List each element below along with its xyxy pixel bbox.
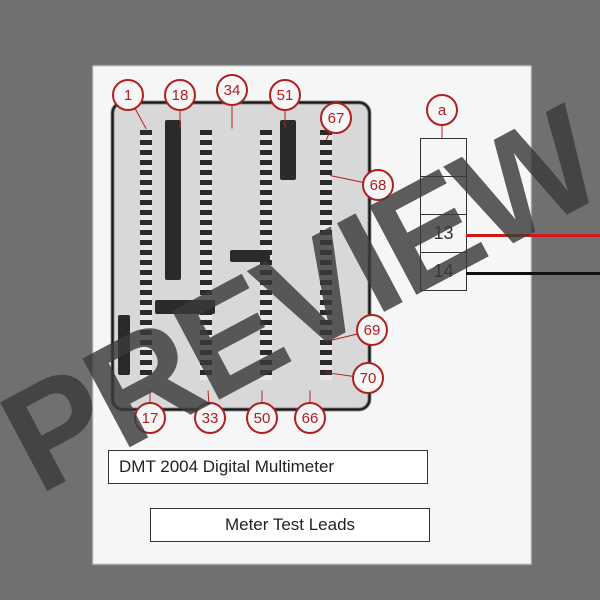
pin-callout: 33 bbox=[194, 402, 226, 434]
side-table-cell bbox=[421, 177, 467, 215]
pin-callout: 50 bbox=[246, 402, 278, 434]
connector-slot bbox=[155, 300, 215, 314]
pin-callout: 70 bbox=[352, 362, 384, 394]
pin-column bbox=[140, 130, 152, 380]
label-row2: Meter Test Leads bbox=[150, 508, 430, 542]
label-row1: DMT 2004 Digital Multimeter bbox=[108, 450, 428, 484]
pin-callout: 68 bbox=[362, 169, 394, 201]
black-wire bbox=[466, 272, 600, 275]
connector-slot bbox=[118, 315, 130, 375]
side-table-cell bbox=[421, 139, 467, 177]
side-table-cell: 13 bbox=[421, 215, 467, 253]
pin-callout: 69 bbox=[356, 314, 388, 346]
connector-slot bbox=[280, 120, 296, 180]
pin-callout: 18 bbox=[164, 79, 196, 111]
pin-callout: 17 bbox=[134, 402, 166, 434]
side-table-cell: 14 bbox=[421, 253, 467, 291]
connector-slot bbox=[230, 250, 270, 262]
pin-callout: 67 bbox=[320, 102, 352, 134]
pin-callout: a bbox=[426, 94, 458, 126]
pin-callout: 66 bbox=[294, 402, 326, 434]
pin-side-table: 1314 bbox=[420, 138, 467, 291]
pin-column bbox=[200, 130, 212, 380]
connector-slot bbox=[165, 120, 181, 280]
pin-column bbox=[320, 130, 332, 380]
red-wire bbox=[466, 234, 600, 237]
pin-callout: 1 bbox=[112, 79, 144, 111]
pin-callout: 51 bbox=[269, 79, 301, 111]
pin-callout: 34 bbox=[216, 74, 248, 106]
